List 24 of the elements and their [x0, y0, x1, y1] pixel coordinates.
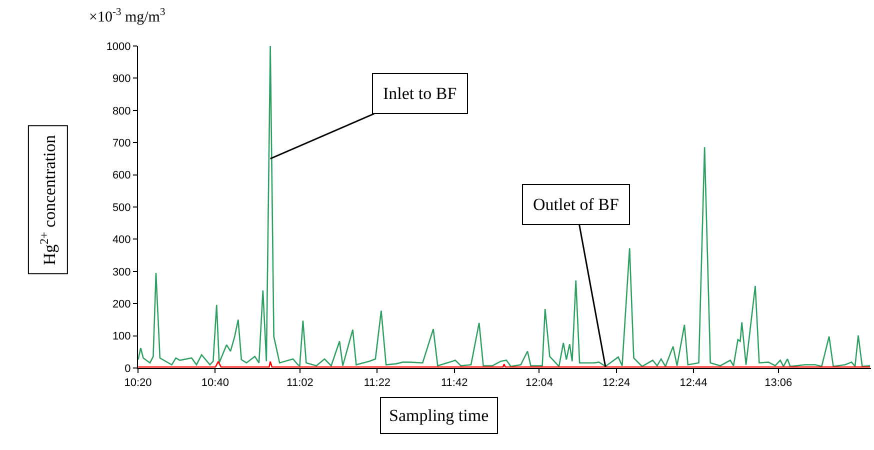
y-tick-label: 400	[112, 234, 131, 246]
y-tick-label: 1000	[106, 40, 131, 53]
x-tick-label: 11:42	[440, 377, 468, 390]
x-axis-title: Sampling time	[389, 406, 489, 425]
x-tick-label: 12:04	[525, 377, 553, 390]
y-tick-label: 0	[124, 362, 131, 375]
annotation: Inlet to BF	[383, 84, 457, 103]
y-tick-label: 100	[112, 330, 131, 343]
y-tick-label: 900	[112, 73, 131, 86]
x-tick-label: 12:44	[680, 377, 708, 390]
x-tick-label: 13:06	[764, 377, 792, 390]
x-tick-label: 11:02	[286, 377, 314, 390]
x-tick-label: 10:40	[201, 377, 229, 390]
y-tick-label: 500	[112, 202, 131, 214]
x-tick-label: 10:20	[124, 377, 152, 390]
y-tick-label: 300	[112, 266, 131, 278]
x-tick-label: 12:24	[602, 377, 630, 390]
annotation: Outlet of BF	[533, 195, 619, 214]
y-tick-label: 600	[112, 170, 131, 182]
text: ×10$^{-3}$ mg/m$^{3}$	[89, 7, 166, 26]
y-tick-label: 800	[112, 105, 131, 118]
x-tick-label: 11:22	[364, 377, 391, 390]
y-tick-label: 200	[112, 298, 131, 310]
y-tick-label: 700	[112, 137, 131, 150]
